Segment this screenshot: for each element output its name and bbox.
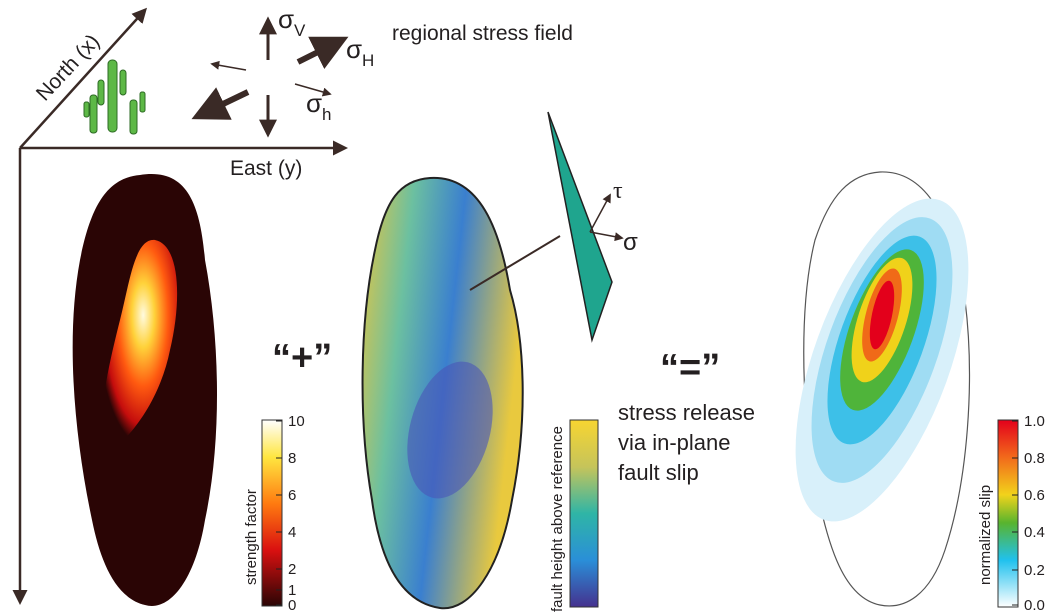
colorbar xyxy=(570,420,598,607)
result-line: via in-plane xyxy=(618,430,731,455)
equals-sign: “=” xyxy=(660,347,720,389)
colorbar-label: strength factor xyxy=(243,489,260,585)
cacti-icon xyxy=(84,60,145,134)
tick-label: 1.0 xyxy=(1024,413,1045,430)
sigma-v: σV xyxy=(278,4,306,40)
fault-patch xyxy=(548,112,612,340)
figure: North (x) East (y) σV σH σh regional str… xyxy=(0,0,1063,615)
colorbar xyxy=(998,420,1018,607)
east-label: East (y) xyxy=(230,157,302,180)
sigma-label: σ xyxy=(623,229,638,256)
tick-label: 0.8 xyxy=(1024,450,1045,467)
symbol: σ xyxy=(306,88,322,118)
tau-label: τ xyxy=(613,178,623,204)
colorbar xyxy=(262,420,282,606)
sigma-H: σH xyxy=(346,34,374,70)
tick-label: 0.0 xyxy=(1024,597,1045,614)
subscript: h xyxy=(322,105,331,124)
tau-arrow xyxy=(590,195,610,232)
tick-label: 0.4 xyxy=(1024,524,1045,541)
subscript: V xyxy=(294,21,306,40)
symbol: σ xyxy=(278,4,294,34)
tick-label: 10 xyxy=(288,413,305,430)
result-line: fault slip xyxy=(618,460,699,485)
tick-label: 2 xyxy=(288,561,296,578)
symbol: σ xyxy=(346,34,362,64)
result-line: stress release xyxy=(618,400,755,425)
subscript: H xyxy=(362,51,374,70)
stress-title: regional stress field xyxy=(392,22,573,45)
tick-label: 6 xyxy=(288,487,296,504)
plus-sign: “+” xyxy=(272,337,332,379)
tick-label: 0 xyxy=(288,597,296,614)
tick-label: 0.6 xyxy=(1024,487,1045,504)
colorbar-label: normalized slip xyxy=(977,485,994,585)
colorbar-label: fault height above reference xyxy=(549,426,566,612)
tick-label: 0.2 xyxy=(1024,562,1045,579)
tick-label: 4 xyxy=(288,524,296,541)
tick-label: 8 xyxy=(288,450,296,467)
